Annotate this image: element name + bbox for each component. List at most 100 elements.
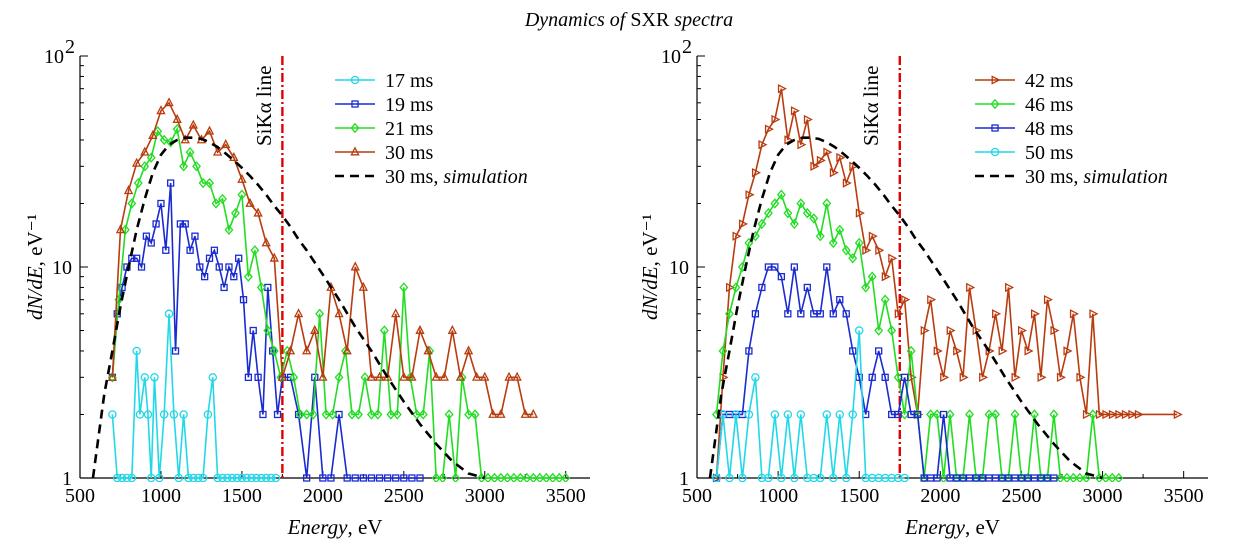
data-point [225,263,233,271]
data-point [367,474,376,482]
data-point [745,190,755,200]
data-point [835,410,845,419]
series-30-ms-simulation [708,136,1103,480]
data-point [179,161,189,172]
data-point [215,263,223,271]
data-point [237,189,247,200]
data-point [528,472,538,482]
data-point [751,373,760,382]
data-point [159,410,169,419]
x-tick-label: 3000 [465,485,505,507]
legend-entry: 42 ms [975,70,1074,92]
data-point [159,134,169,146]
data-point [496,472,506,482]
data-point [227,473,237,482]
series-30-ms-simulation [91,136,486,480]
data-point [933,346,943,356]
data-point [192,161,202,172]
data-point [196,263,204,271]
data-point [220,283,228,292]
data-point [204,125,215,135]
data-point [893,372,903,383]
y-axis-label: dN/dE, eV⁻¹ [23,214,47,320]
data-point [117,473,127,482]
data-point [861,282,871,293]
data-point [751,310,760,318]
data-point [946,325,956,336]
data-point [205,254,214,262]
data-point [784,310,792,318]
legend-entry: 48 ms [975,118,1074,140]
data-point [302,409,312,420]
data-point [315,308,325,320]
data-point [1088,409,1098,420]
x-axis-label: Energy, eV [904,515,1000,539]
data-point [515,472,525,482]
data-point [1056,372,1067,382]
data-point [224,224,234,236]
data-point [894,410,902,419]
data-point [157,199,165,208]
data-point [115,224,126,234]
legend-marker [350,75,360,85]
data-point [1101,472,1111,482]
data-point [172,113,182,123]
data-point [271,473,281,482]
data-point [874,325,884,336]
data-point [1107,472,1117,482]
data-point [180,134,190,144]
data-point [932,409,942,420]
data-point [343,474,351,482]
data-point [1049,409,1059,420]
data-point [900,409,910,420]
data-point [133,254,141,262]
data-point [887,325,897,336]
data-point [849,347,857,355]
data-point [174,473,184,482]
y-axis-label: dN/dE, eV⁻¹ [638,214,662,320]
data-point [137,263,146,271]
data-point [841,473,851,482]
data-point [273,410,282,419]
data-point [797,310,805,318]
data-point [868,373,876,381]
data-point [463,345,474,355]
data-point [829,473,838,482]
data-point [164,97,174,107]
data-point [790,473,799,482]
data-point [223,473,232,482]
data-point [985,346,995,356]
data-point [156,105,166,115]
si-k-alpha-label: SiKα line [859,66,883,146]
x-tick-label: 1000 [758,485,798,507]
data-point [188,119,198,129]
data-point [392,409,402,420]
legend-label: 48 ms [1025,118,1074,140]
legend-entry: 30 ms, simulation [975,166,1168,188]
data-point [237,173,247,183]
data-point [881,271,891,282]
data-point [875,245,885,255]
data-point [277,371,288,381]
data-point [181,220,189,228]
data-point [185,147,195,158]
data-point [854,237,864,249]
data-point [815,230,825,242]
data-point [1082,409,1092,420]
data-point [875,347,883,355]
data-point [945,409,955,420]
data-point [758,283,766,292]
data-point [146,473,156,482]
data-point [764,124,774,134]
data-point [745,347,753,355]
series-line [715,88,1178,479]
data-point [842,310,850,318]
data-point [1024,346,1034,356]
data-point [926,409,936,420]
data-point [107,371,118,381]
data-point [724,308,734,320]
legend-entry: 46 ms [975,94,1074,116]
data-point [261,473,271,482]
series-46-ms [712,189,1124,482]
legend-entry: 21 ms [335,118,434,140]
